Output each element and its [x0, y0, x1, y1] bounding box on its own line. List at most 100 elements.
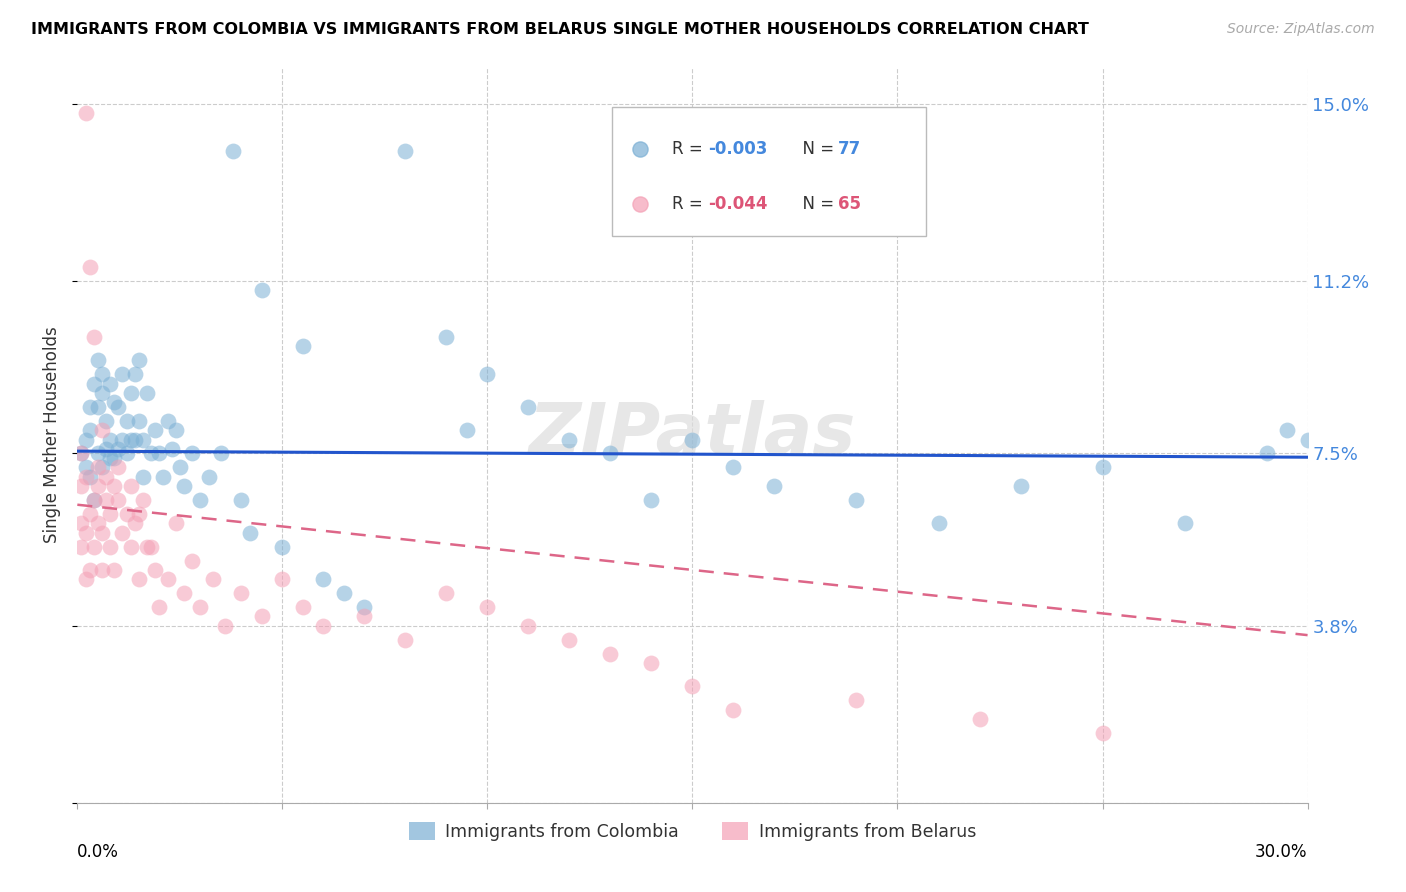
Point [103, 395, 125, 409]
Point [94, 469, 117, 483]
Point [132, 469, 155, 483]
Point [148, 600, 170, 615]
Point [103, 451, 125, 466]
Point [222, 144, 245, 158]
Point [231, 493, 253, 508]
Point [90, 368, 114, 382]
Point [517, 619, 540, 633]
Point [120, 540, 142, 554]
Point [143, 563, 166, 577]
Point [70, 446, 93, 460]
Point [436, 330, 458, 344]
Point [143, 423, 166, 437]
Point [90, 423, 114, 437]
Point [517, 400, 540, 414]
Point [98, 540, 121, 554]
Text: 30.0%: 30.0% [1256, 843, 1308, 862]
Point [107, 400, 129, 414]
Point [115, 414, 138, 428]
Point [558, 433, 581, 447]
Point [148, 446, 170, 460]
Point [83, 540, 105, 554]
Point [128, 507, 150, 521]
Point [90, 525, 114, 540]
Point [136, 386, 159, 401]
Point [969, 712, 991, 726]
Point [79, 563, 101, 577]
Point [79, 423, 101, 437]
Point [70, 540, 93, 554]
Point [558, 632, 581, 647]
Point [75, 572, 97, 586]
Point [107, 493, 129, 508]
Point [1174, 516, 1197, 531]
Point [928, 516, 950, 531]
Point [169, 460, 191, 475]
Point [94, 414, 117, 428]
Point [124, 368, 146, 382]
Point [477, 368, 499, 382]
Point [1296, 433, 1319, 447]
Text: N =: N = [792, 139, 839, 158]
Point [165, 516, 187, 531]
Point [1091, 460, 1114, 475]
FancyBboxPatch shape [613, 107, 927, 236]
Point [120, 433, 142, 447]
Point [98, 433, 121, 447]
Point [83, 493, 105, 508]
Point [75, 460, 97, 475]
Text: 77: 77 [838, 139, 860, 158]
Point [477, 600, 499, 615]
Point [1256, 446, 1278, 460]
Point [312, 572, 335, 586]
Point [1091, 726, 1114, 740]
Point [75, 433, 97, 447]
Text: R =: R = [672, 195, 707, 213]
Point [763, 479, 786, 493]
Text: 0.0%: 0.0% [77, 843, 120, 862]
Point [156, 414, 179, 428]
Point [94, 493, 117, 508]
Point [353, 609, 375, 624]
Text: R =: R = [672, 139, 707, 158]
Point [141, 540, 163, 554]
Point [75, 106, 97, 120]
Point [107, 442, 129, 456]
Point [197, 469, 219, 483]
Point [165, 423, 187, 437]
Point [173, 586, 195, 600]
Point [79, 400, 101, 414]
Point [98, 376, 121, 391]
Point [98, 451, 121, 466]
Point [173, 479, 195, 493]
Point [79, 469, 101, 483]
Text: 65: 65 [838, 195, 860, 213]
Point [845, 493, 868, 508]
Point [723, 460, 745, 475]
Point [209, 446, 232, 460]
Point [239, 525, 262, 540]
Point [83, 376, 105, 391]
Point [188, 493, 212, 508]
Point [156, 572, 179, 586]
Point [94, 442, 117, 456]
Text: IMMIGRANTS FROM COLOMBIA VS IMMIGRANTS FROM BELARUS SINGLE MOTHER HOUSEHOLDS COR: IMMIGRANTS FROM COLOMBIA VS IMMIGRANTS F… [31, 22, 1088, 37]
Point [1275, 423, 1298, 437]
Point [70, 479, 93, 493]
Text: -0.003: -0.003 [709, 139, 768, 158]
Point [181, 553, 204, 567]
Point [79, 507, 101, 521]
Point [456, 423, 478, 437]
Point [115, 507, 138, 521]
Point [75, 525, 97, 540]
Point [141, 446, 163, 460]
Point [111, 525, 134, 540]
Point [394, 144, 416, 158]
Point [312, 619, 335, 633]
Text: -0.044: -0.044 [709, 195, 768, 213]
Point [845, 693, 868, 707]
Point [83, 493, 105, 508]
Point [132, 493, 155, 508]
Point [201, 572, 224, 586]
Point [181, 446, 204, 460]
